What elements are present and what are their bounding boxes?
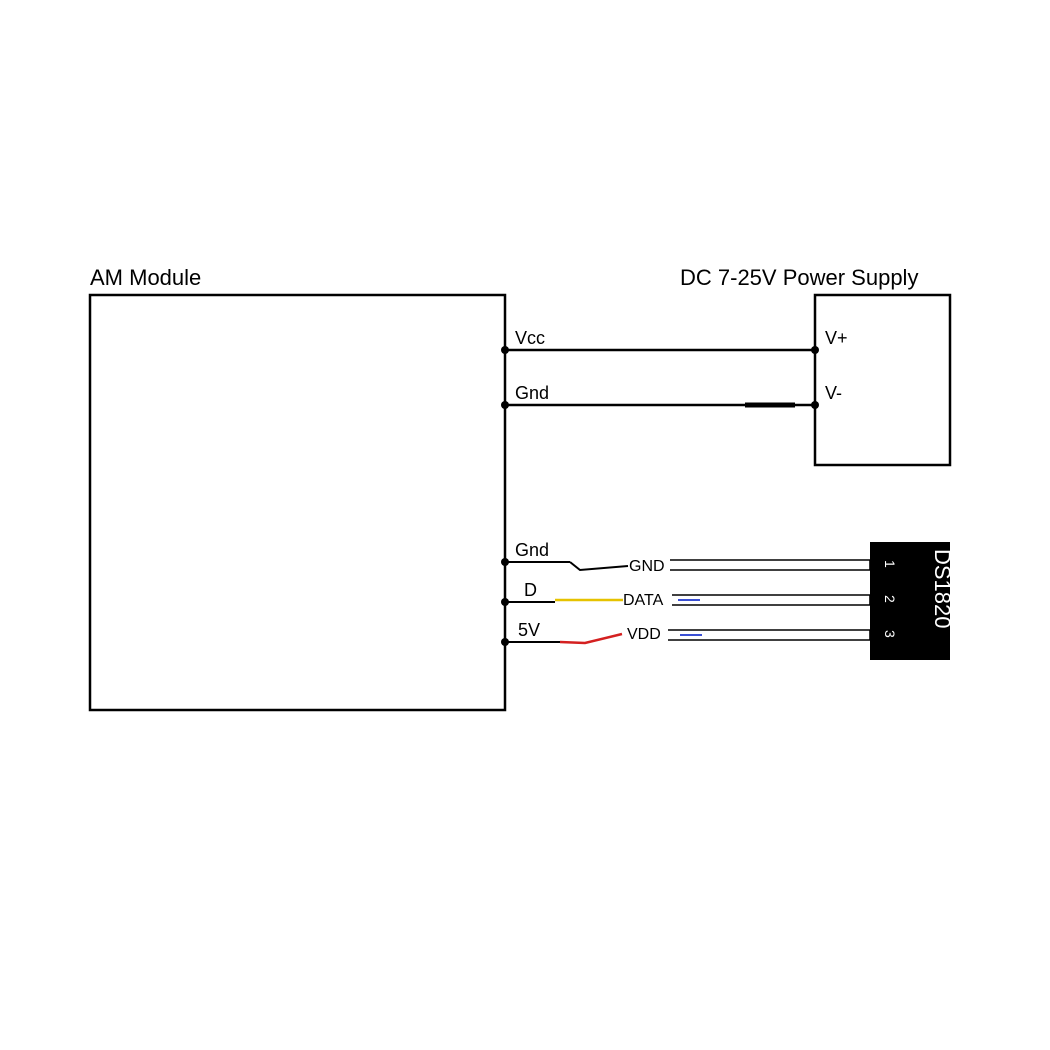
node-am-gnd2 — [501, 558, 509, 566]
ds1820-label-gnd: GND — [629, 558, 665, 575]
am-module-title: AM Module — [90, 265, 201, 290]
ds1820-lead-1 — [670, 560, 870, 570]
wiring-diagram: AM Module DC 7-25V Power Supply Vcc V+ G… — [0, 0, 1050, 1050]
wire-gnd2-link — [570, 562, 628, 570]
pin-label-d: D — [524, 580, 537, 600]
node-am-gnd1 — [501, 401, 509, 409]
ds1820-lead-2 — [672, 595, 870, 605]
power-supply-box — [815, 295, 950, 465]
pin-label-5v: 5V — [518, 620, 540, 640]
node-am-vcc — [501, 346, 509, 354]
node-ps-vplus — [811, 346, 819, 354]
power-supply-title: DC 7-25V Power Supply — [680, 265, 918, 290]
ds1820-label-vdd: VDD — [627, 626, 661, 643]
ds1820-pin-num-2: 2 — [882, 595, 898, 603]
am-module-box — [90, 295, 505, 710]
pin-label-vplus: V+ — [825, 328, 848, 348]
node-am-d — [501, 598, 509, 606]
node-ps-vminus — [811, 401, 819, 409]
ds1820-pin-num-3: 3 — [882, 630, 898, 638]
wire-vdd-link — [560, 634, 622, 643]
pin-label-vminus: V- — [825, 383, 842, 403]
node-am-5v — [501, 638, 509, 646]
pin-label-gnd2: Gnd — [515, 540, 549, 560]
pin-label-vcc: Vcc — [515, 328, 545, 348]
pin-label-gnd1: Gnd — [515, 383, 549, 403]
ds1820-pin-num-1: 1 — [882, 560, 898, 568]
ds1820-label-data: DATA — [623, 592, 664, 609]
ds1820-part-label: DS1820 — [930, 549, 955, 629]
